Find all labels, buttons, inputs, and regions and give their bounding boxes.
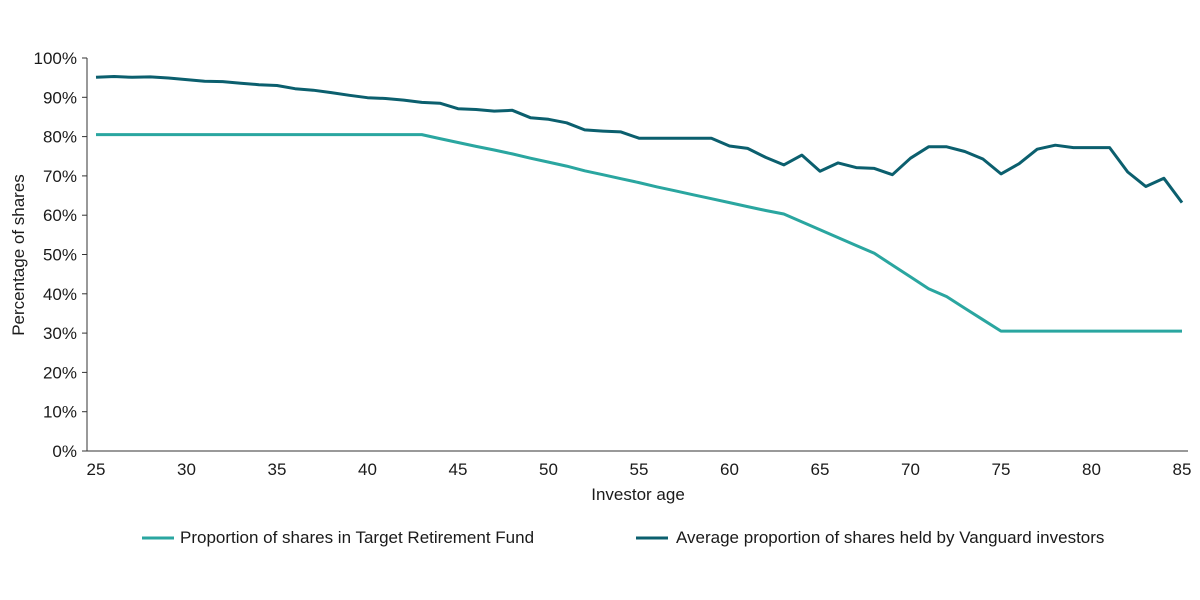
x-tick-label: 85 [1173, 460, 1192, 479]
y-tick-label: 10% [43, 403, 77, 422]
y-tick-label: 30% [43, 324, 77, 343]
x-tick-label: 70 [901, 460, 920, 479]
series-line-target-fund [96, 133, 1182, 333]
legend-label-target-fund: Proportion of shares in Target Retiremen… [180, 528, 534, 547]
series-line-vanguard-investors [95, 75, 1184, 204]
legend: Proportion of shares in Target Retiremen… [142, 528, 1104, 547]
x-tick-label: 30 [177, 460, 196, 479]
y-axis-title: Percentage of shares [9, 174, 28, 336]
x-tick-label: 80 [1082, 460, 1101, 479]
y-tick-label: 20% [43, 363, 77, 382]
y-tick-label: 0% [52, 442, 77, 461]
y-tick-label: 70% [43, 167, 77, 186]
y-axis-ticks: 0% 10% 20% 30% 40% 50% 60% 70% 80% 90% 100% [34, 49, 87, 461]
x-tick-label: 45 [449, 460, 468, 479]
x-tick-label: 55 [630, 460, 649, 479]
legend-label-vanguard-investors: Average proportion of shares held by Van… [676, 528, 1104, 547]
x-tick-label: 50 [539, 460, 558, 479]
x-axis-title: Investor age [591, 485, 685, 504]
y-tick-label: 50% [43, 246, 77, 265]
x-tick-label: 60 [720, 460, 739, 479]
series-layer [95, 75, 1184, 333]
x-tick-label: 40 [358, 460, 377, 479]
x-tick-label: 75 [992, 460, 1011, 479]
x-tick-label: 65 [811, 460, 830, 479]
x-axis-ticks: 25 30 35 40 45 50 55 60 65 70 75 80 85 [87, 460, 1192, 479]
y-tick-label: 60% [43, 206, 77, 225]
y-tick-label: 100% [34, 49, 77, 68]
x-tick-label: 25 [87, 460, 106, 479]
y-tick-label: 90% [43, 88, 77, 107]
y-tick-label: 80% [43, 128, 77, 147]
x-tick-label: 35 [268, 460, 287, 479]
y-tick-label: 40% [43, 285, 77, 304]
